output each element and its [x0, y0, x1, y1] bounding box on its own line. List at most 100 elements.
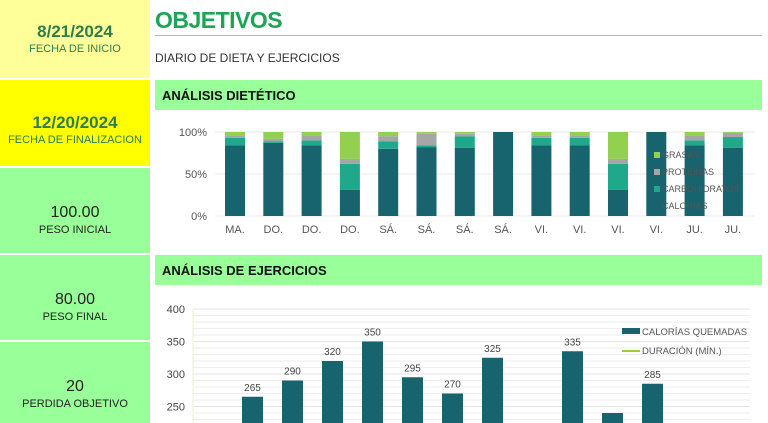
- bar-segment-calorías: [378, 148, 399, 216]
- x-tick-label: DO.: [302, 224, 322, 236]
- main-content: OBJETIVOS DIARIO DE DIETA Y EJERCICIOS A…: [155, 0, 768, 423]
- bar-segment-grasas: [263, 132, 284, 139]
- bar-segment-calorías: [722, 147, 743, 216]
- x-tick-label: VI.: [650, 224, 663, 236]
- exercise-section-title: ANÁLISIS DE EJERCICIOS: [162, 262, 327, 278]
- data-label: 320: [324, 347, 341, 358]
- bar-segment-carbohidratos: [531, 137, 552, 146]
- end-date-card: 12/20/2024 FECHA DE FINALIZACION: [0, 80, 150, 166]
- y-tick-label: 350: [167, 337, 185, 349]
- bar-segment-carbohidratos: [454, 136, 475, 148]
- x-tick-label: SÁ.: [456, 223, 474, 236]
- bar-segment-grasas: [416, 132, 437, 134]
- final-weight-value: 80.00: [54, 290, 96, 308]
- data-label: 270: [444, 380, 461, 391]
- bar-segment-carbohidratos: [608, 163, 628, 190]
- bar-segment-calorías: [608, 189, 628, 216]
- y-tick-label: 400: [167, 304, 185, 316]
- bar-segment-grasas: [378, 132, 399, 137]
- data-label: 325: [484, 344, 501, 355]
- bar-calorias-quemadas: [562, 351, 583, 423]
- bar-calorias-quemadas: [642, 383, 663, 423]
- bar-segment-calorías: [684, 145, 705, 216]
- bar-segment-carbohidratos: [416, 145, 437, 148]
- bar-segment-calorías: [531, 145, 552, 216]
- start-date-value: 8/21/2024: [37, 22, 113, 41]
- page-subtitle: DIARIO DE DIETA Y EJERCICIOS: [155, 51, 340, 65]
- x-tick-label: JU.: [725, 224, 742, 236]
- bar-segment-calorías: [493, 132, 514, 216]
- bar-segment-proteínas: [608, 158, 628, 164]
- x-tick-label: MA.: [225, 224, 245, 236]
- legend-label: GRASAS: [662, 150, 700, 160]
- start-date-label: FECHA DE INICIO: [29, 43, 121, 55]
- bar-segment-grasas: [225, 132, 245, 136]
- bar-segment-carbohidratos: [722, 137, 743, 148]
- bar-segment-proteínas: [339, 158, 360, 164]
- exercise-analysis-chart: 250 300 350 400 265 290 320 350 295 270 325 335 285 C…: [167, 304, 750, 423]
- title-divider: [155, 35, 762, 36]
- bar-segment-carbohidratos: [339, 163, 360, 190]
- initial-weight-value: 100.00: [50, 203, 100, 221]
- x-tick-label: VI.: [535, 224, 548, 236]
- bar-calorias-quemadas: [282, 380, 303, 423]
- bar-segment-proteínas: [531, 135, 552, 138]
- data-label: 335: [564, 337, 581, 348]
- page-title: OBJETIVOS: [155, 7, 283, 33]
- bar-segment-calorías: [454, 147, 475, 216]
- diet-section-title: ANÁLISIS DIETÉTICO: [162, 87, 296, 103]
- goal-loss-label: PERDIDA OBJETIVO: [22, 397, 128, 410]
- bar-segment-grasas: [301, 132, 322, 136]
- bar-segment-calorías: [416, 147, 437, 216]
- bar-segment-proteínas: [416, 133, 437, 146]
- bar-calorias-quemadas: [442, 393, 463, 423]
- diet-analysis-chart: 0% 50% 100% MA. DO. DO. DO. SÁ. SÁ. SÁ. SÁ. VI. VI. V…: [179, 127, 755, 236]
- final-weight-label: PESO FINAL: [42, 310, 108, 323]
- end-date-value: 12/20/2024: [32, 113, 118, 132]
- bar-calorias-quemadas: [242, 396, 263, 423]
- end-date-label: FECHA DE FINALIZACION: [8, 134, 142, 146]
- data-label: 295: [404, 363, 421, 374]
- y-tick-label: 50%: [185, 169, 207, 181]
- bar-segment-carbohidratos: [569, 137, 590, 146]
- goal-loss-card: 20 PERDIDA OBJETIVO: [0, 342, 150, 423]
- x-tick-label: SÁ.: [494, 223, 512, 236]
- x-tick-label: SÁ.: [418, 223, 436, 236]
- data-label: 285: [644, 370, 661, 381]
- exercise-section-header: ANÁLISIS DE EJERCICIOS: [155, 255, 762, 285]
- x-tick-label: DO.: [264, 224, 284, 236]
- bar-segment-grasas: [608, 132, 628, 159]
- x-tick-label: SÁ.: [379, 223, 397, 236]
- goal-loss-value: 20: [66, 377, 84, 395]
- bar-segment-calorías: [225, 145, 245, 216]
- initial-weight-label: PESO INICIAL: [38, 223, 112, 236]
- bar-segment-grasas: [722, 132, 743, 133]
- data-label: 290: [284, 367, 301, 378]
- bar-segment-proteínas: [378, 136, 399, 142]
- bar-segment-proteínas: [722, 132, 743, 138]
- legend-label: CALORÍAS QUEMADAS: [642, 327, 747, 338]
- data-label: 265: [244, 383, 261, 394]
- bar-calorias-quemadas: [402, 377, 423, 423]
- bar-segment-proteínas: [569, 135, 590, 138]
- legend-label: CALORÍAS: [662, 201, 708, 211]
- bar-segment-proteínas: [225, 135, 245, 138]
- y-tick-label: 100%: [179, 127, 207, 139]
- y-tick-label: 300: [167, 369, 185, 381]
- x-tick-label: VI.: [573, 224, 586, 236]
- bar-segment-grasas: [569, 132, 590, 136]
- bar-segment-grasas: [454, 132, 475, 134]
- diet-section-header: ANÁLISIS DIETÉTICO: [155, 80, 762, 110]
- bar-segment-calorías: [339, 189, 360, 216]
- y-tick-label: 250: [167, 402, 185, 414]
- legend-label: PROTEÍNAS: [662, 167, 714, 177]
- bar-calorias-quemadas: [362, 341, 383, 423]
- bar-segment-grasas: [531, 132, 552, 136]
- bar-calorias-quemadas: [322, 361, 343, 423]
- final-weight-card: 80.00 PESO FINAL: [0, 255, 150, 340]
- bar-segment-proteínas: [684, 135, 705, 141]
- bar-segment-proteínas: [454, 133, 475, 137]
- bar-segment-grasas: [339, 132, 360, 159]
- bar-segment-calorías: [263, 142, 284, 216]
- bar-segment-carbohidratos: [684, 140, 705, 146]
